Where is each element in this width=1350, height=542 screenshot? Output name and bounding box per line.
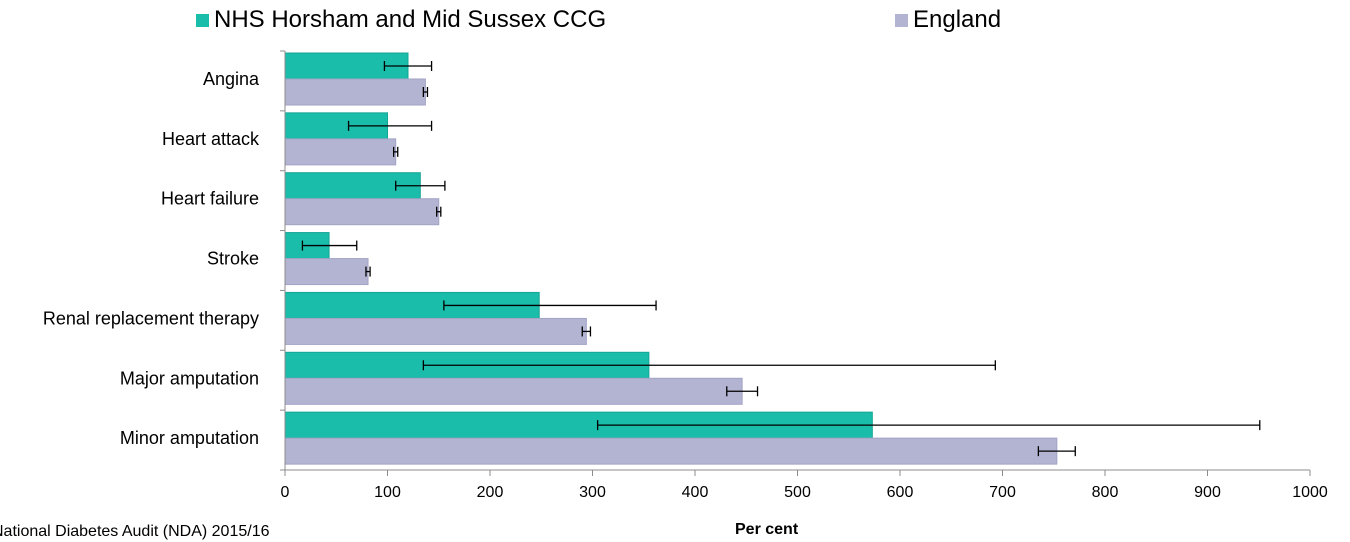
x-tick-label-10: 1000	[1292, 484, 1328, 501]
error-bar-ccg-4	[443, 300, 657, 311]
x-tick-label-4: 400	[682, 484, 709, 501]
category-label-1: Heart attack	[162, 129, 260, 149]
source-note: National Diabetes Audit (NDA) 2015/16	[0, 523, 270, 540]
category-label-4: Renal replacement therapy	[43, 308, 259, 328]
legend-swatch-ccg	[196, 13, 209, 27]
category-label-5: Major amputation	[120, 368, 259, 388]
error-bar-england-3	[365, 266, 371, 277]
error-bar-ccg-6	[596, 420, 1261, 431]
bar-england-2	[284, 198, 440, 226]
error-bars-layer	[301, 61, 1261, 457]
error-bar-england-6	[1037, 446, 1076, 457]
x-tick-label-7: 700	[989, 484, 1016, 501]
axes-layer	[280, 50, 1311, 476]
x-tick-label-0: 0	[281, 484, 290, 501]
x-tick-label-6: 600	[887, 484, 914, 501]
bar-england-5	[284, 377, 743, 405]
x-axis-title: Per cent	[735, 521, 799, 538]
legend-item-england: England	[895, 6, 1001, 34]
category-label-6: Minor amputation	[120, 428, 259, 448]
error-bar-ccg-2	[395, 180, 446, 191]
error-bar-ccg-5	[422, 360, 996, 371]
x-tick-label-1: 100	[374, 484, 401, 501]
error-bar-ccg-0	[383, 61, 433, 71]
bar-england-3	[284, 258, 369, 286]
legend-label-ccg: NHS Horsham and Mid Sussex CCG	[214, 6, 607, 33]
bar-england-4	[284, 317, 587, 345]
error-bar-england-1	[392, 146, 399, 157]
error-bar-england-4	[581, 326, 592, 337]
error-bar-england-0	[422, 87, 429, 97]
error-bar-ccg-3	[301, 240, 358, 251]
bars-layer	[284, 52, 1058, 465]
x-tick-label-2: 200	[477, 484, 504, 501]
legend-swatch-england	[895, 13, 908, 27]
bar-england-0	[284, 78, 426, 106]
legend-item-ccg: NHS Horsham and Mid Sussex CCG	[196, 6, 606, 34]
category-label-2: Heart failure	[161, 189, 259, 209]
x-tick-label-3: 300	[579, 484, 606, 501]
category-label-0: Angina	[203, 69, 260, 89]
bar-england-6	[284, 437, 1058, 465]
labels-layer: Angina Heart attack Heart failure Stroke Ren…	[43, 69, 1328, 501]
error-bar-ccg-1	[347, 120, 433, 131]
error-bar-england-2	[436, 206, 442, 217]
bar-england-1	[284, 138, 397, 166]
x-tick-label-8: 800	[1092, 484, 1119, 501]
x-tick-label-9: 900	[1194, 484, 1221, 501]
x-tick-label-5: 500	[784, 484, 811, 501]
category-label-3: Stroke	[207, 249, 259, 269]
legend-label-england: England	[913, 6, 1002, 33]
error-bar-england-5	[726, 386, 759, 397]
